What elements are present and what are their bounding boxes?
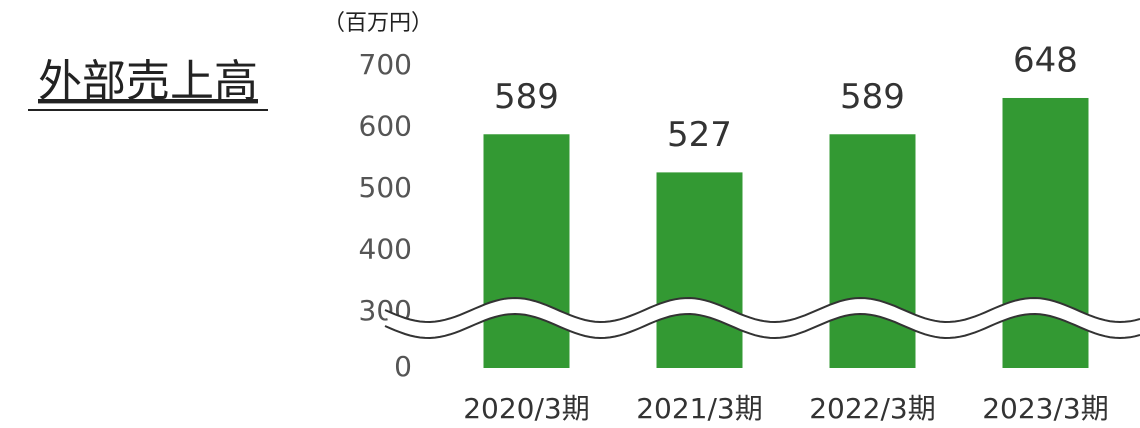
value-label: 589 [494, 77, 559, 117]
value-label: 527 [667, 115, 732, 155]
bar [829, 134, 916, 368]
value-label: 589 [840, 77, 905, 117]
y-tick-label: 0 [394, 350, 412, 383]
x-tick-label: 2020/3期 [463, 392, 590, 425]
y-unit: （百万円） [323, 11, 433, 36]
y-tick-label: 400 [359, 233, 412, 266]
bar [656, 172, 743, 368]
axis-break-line [384, 312, 1140, 340]
axis-break-line [384, 296, 1140, 324]
value-label: 648 [1013, 40, 1078, 80]
x-tick-label: 2021/3期 [636, 392, 763, 425]
bar [1002, 97, 1089, 368]
axis-break-fill [385, 298, 1140, 338]
y-tick-label: 700 [359, 48, 412, 81]
y-tick-label: 600 [359, 110, 412, 143]
bar [483, 134, 570, 368]
y-tick-label: 500 [359, 171, 412, 204]
x-tick-label: 2023/3期 [982, 392, 1109, 425]
chart-title: 外部売上高 [38, 56, 258, 107]
x-tick-label: 2022/3期 [809, 392, 936, 425]
